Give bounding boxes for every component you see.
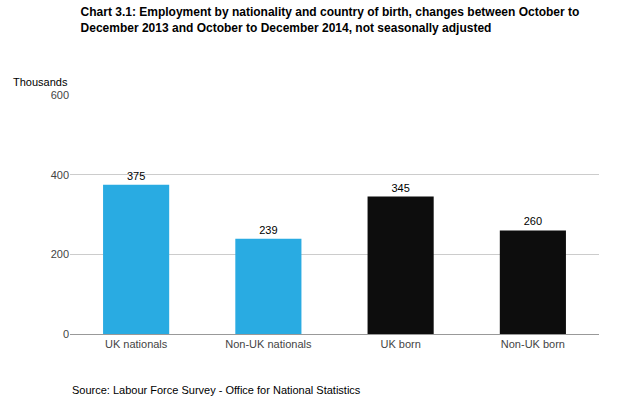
svg-text:Non-UK nationals: Non-UK nationals [225, 338, 312, 350]
svg-text:345: 345 [391, 182, 409, 194]
svg-text:UK born: UK born [380, 338, 420, 350]
svg-text:Chart 3.1: Employment by natio: Chart 3.1: Employment by nationality and… [81, 5, 580, 35]
svg-text:UK nationals: UK nationals [105, 338, 168, 350]
svg-text:Source: Labour Force Survey -: Source: Labour Force Survey - Office for… [72, 384, 361, 396]
svg-text:239: 239 [259, 224, 277, 236]
svg-text:375: 375 [127, 170, 145, 182]
svg-text:600: 600 [51, 89, 69, 101]
svg-text:Non-UK born: Non-UK born [501, 338, 565, 350]
svg-text:Thousands: Thousands [13, 76, 68, 88]
svg-text:200: 200 [51, 248, 69, 260]
svg-text:260: 260 [524, 215, 542, 227]
svg-text:400: 400 [51, 169, 69, 181]
svg-text:0: 0 [63, 328, 69, 340]
